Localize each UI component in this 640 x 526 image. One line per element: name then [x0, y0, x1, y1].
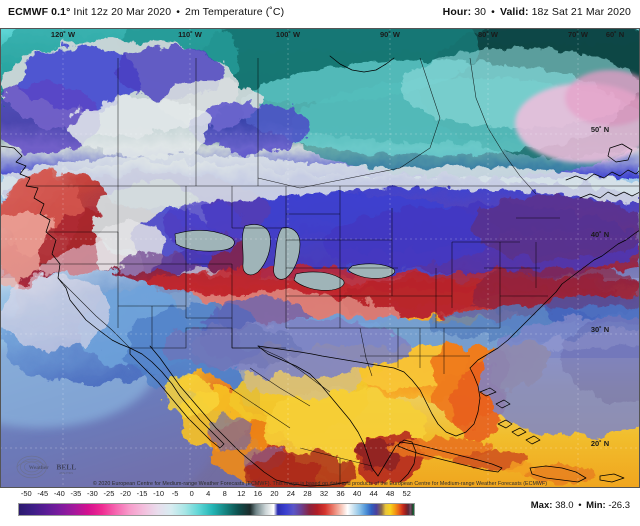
lon-label: 90˚ W — [380, 30, 401, 39]
colorbar-tick: -45 — [37, 489, 49, 498]
header-title-right: Hour: 30 • Valid: 18z Sat 21 Mar 2020 — [443, 6, 631, 18]
colorbar-tick: 8 — [222, 489, 227, 498]
field-name: 2m Temperature (˚C) — [185, 6, 285, 18]
lon-label: 70˚ W — [568, 30, 589, 39]
graticule — [0, 28, 640, 488]
colorbar-tick: -50 — [20, 489, 32, 498]
valid-value: 18z Sat 21 Mar 2020 — [531, 6, 631, 18]
max-value: 38.0 — [555, 500, 574, 511]
colorbar-gradient[interactable] — [18, 503, 415, 516]
great-lakes — [174, 224, 395, 291]
init-label: Init — [73, 6, 88, 18]
colorbar-tick: 24 — [286, 489, 296, 498]
hour-label: Hour: — [442, 6, 472, 18]
lon-label: 110˚ W — [178, 30, 203, 39]
colorbar-area: -50 -45 -40 -35 -30 -25 -20 -15 -10 -5 0 4 8 12 16 20 24… — [0, 488, 640, 526]
colorbar-tick: -15 — [136, 489, 148, 498]
colorbar-tick: 20 — [270, 489, 279, 498]
svg-text:ANALYTICS: ANALYTICS — [59, 472, 73, 475]
colorbar-tick: 40 — [352, 489, 362, 498]
lat-label: 20˚ N — [591, 439, 609, 448]
colorbar-tick: 48 — [386, 489, 395, 498]
colorbar-tick: 28 — [303, 489, 312, 498]
init-value: 12z 20 Mar 2020 — [90, 6, 172, 18]
svg-text:Weather: Weather — [29, 465, 49, 471]
lat-label: 50˚ N — [591, 125, 609, 134]
colorbar-tick: -30 — [87, 489, 98, 498]
colorbar-tick: 32 — [319, 489, 329, 498]
colorbar-tick: 4 — [206, 489, 211, 498]
colorbar-tick: -20 — [120, 489, 131, 498]
lon-label: 120˚ W — [51, 30, 76, 39]
degree-symbol: ° — [66, 6, 71, 18]
colorbar-tick: 12 — [237, 489, 246, 498]
coastlines — [0, 55, 640, 487]
weatherbell-logo: Weather BELL ANALYTICS — [16, 455, 76, 479]
colorbar-tick: -25 — [103, 489, 115, 498]
lon-labels: 120˚ W 110˚ W 100˚ W 90˚ W 80˚ W 70˚ W — [51, 30, 589, 39]
colorbar-tick: 52 — [402, 489, 411, 498]
colorbar-tick: 44 — [369, 489, 378, 498]
colorbar-tick: -35 — [70, 489, 82, 498]
lat-labels: 60˚ N 50˚ N 40˚ N 30˚ N 20˚ N — [591, 30, 624, 448]
stats-bullet: • — [578, 500, 582, 511]
colorbar-tick: -10 — [153, 489, 165, 498]
hour-value: 30 — [474, 6, 487, 18]
min-value: -26.3 — [608, 500, 630, 511]
lat-label: 40˚ N — [591, 230, 609, 239]
lat-label: 30˚ N — [591, 325, 609, 334]
political-borders — [26, 57, 640, 484]
header-title-left: ECMWF 0.1° Init 12z 20 Mar 2020 • 2m Tem… — [8, 6, 284, 18]
colorbar-tick: -5 — [171, 489, 179, 498]
max-label: Max: — [530, 500, 553, 511]
lon-label: 100˚ W — [276, 30, 301, 39]
temperature-raster: 120˚ W 110˚ W 100˚ W 90˚ W 80˚ W 70˚ W 6… — [0, 28, 640, 488]
lat-label: 60˚ N — [606, 30, 624, 39]
colorbar-tick: 36 — [336, 489, 345, 498]
colorbar-tick: 16 — [253, 489, 263, 498]
header-bullet-right: • — [491, 6, 495, 18]
minmax-stats: Max: 38.0 • Min: -26.3 — [531, 500, 630, 511]
map-canvas[interactable]: 120˚ W 110˚ W 100˚ W 90˚ W 80˚ W 70˚ W 6… — [0, 28, 640, 488]
colorbar-tick: 0 — [189, 489, 194, 498]
lon-label: 80˚ W — [478, 30, 499, 39]
valid-label: Valid: — [499, 6, 529, 18]
header-bullet-left: • — [176, 6, 180, 18]
svg-text:BELL: BELL — [56, 462, 76, 471]
colorbar-tick: -40 — [53, 489, 65, 498]
min-label: Min: — [586, 500, 606, 511]
colorbar-tick-labels: -50 -45 -40 -35 -30 -25 -20 -15 -10 -5 0 4 8 12 16 20 24… — [18, 489, 415, 502]
model-name: ECMWF 0.1 — [8, 6, 67, 18]
header-bar: ECMWF 0.1° Init 12z 20 Mar 2020 • 2m Tem… — [0, 0, 640, 28]
